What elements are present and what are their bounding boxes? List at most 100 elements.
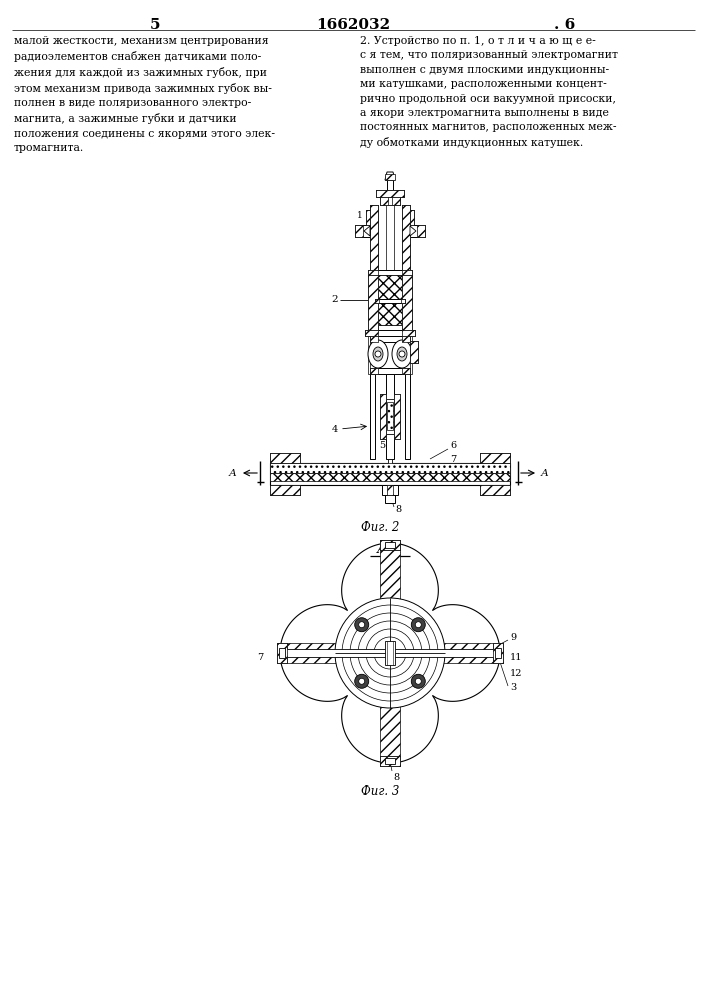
- Bar: [385, 641, 395, 665]
- Text: 7: 7: [450, 454, 456, 464]
- Bar: [378, 275, 402, 300]
- Bar: [417, 225, 425, 237]
- Bar: [270, 463, 510, 473]
- Circle shape: [355, 618, 369, 632]
- Bar: [355, 225, 370, 237]
- Bar: [368, 270, 412, 275]
- Text: Фиг. 3: Фиг. 3: [361, 785, 399, 798]
- Bar: [270, 485, 300, 495]
- Circle shape: [358, 678, 365, 684]
- Bar: [368, 275, 378, 330]
- Polygon shape: [388, 467, 392, 474]
- Bar: [376, 190, 404, 197]
- Text: 10: 10: [269, 454, 281, 464]
- Bar: [386, 374, 394, 459]
- Bar: [380, 197, 388, 205]
- Circle shape: [375, 351, 381, 357]
- Text: 8: 8: [395, 504, 401, 514]
- Circle shape: [415, 622, 421, 628]
- Bar: [410, 336, 412, 374]
- Bar: [370, 205, 378, 270]
- Text: А-А: А-А: [378, 543, 403, 556]
- Bar: [402, 275, 412, 330]
- Text: 7: 7: [257, 654, 263, 662]
- Bar: [410, 341, 418, 363]
- Text: 8: 8: [393, 773, 399, 782]
- Bar: [382, 485, 398, 495]
- Circle shape: [355, 674, 369, 688]
- Bar: [402, 336, 410, 342]
- Bar: [370, 336, 410, 342]
- Circle shape: [411, 618, 426, 632]
- Bar: [380, 197, 400, 205]
- Bar: [386, 205, 394, 270]
- Bar: [365, 330, 378, 336]
- Circle shape: [415, 678, 421, 684]
- Bar: [355, 225, 363, 237]
- Bar: [385, 758, 395, 764]
- Bar: [480, 453, 510, 463]
- Text: 3: 3: [510, 684, 516, 692]
- Bar: [277, 643, 287, 663]
- Bar: [375, 299, 379, 303]
- Bar: [380, 540, 400, 550]
- Circle shape: [399, 351, 405, 357]
- Text: 9: 9: [510, 634, 516, 643]
- Bar: [480, 453, 510, 463]
- Bar: [366, 210, 370, 225]
- Text: 1: 1: [357, 211, 363, 220]
- Bar: [368, 270, 378, 275]
- Text: 12: 12: [510, 668, 522, 678]
- Polygon shape: [380, 671, 400, 761]
- Bar: [380, 756, 400, 766]
- Polygon shape: [385, 172, 395, 180]
- Bar: [402, 368, 410, 374]
- Text: 11: 11: [510, 654, 522, 662]
- Bar: [285, 649, 495, 657]
- Text: А: А: [541, 468, 549, 478]
- Ellipse shape: [392, 340, 412, 368]
- Text: 6: 6: [450, 442, 456, 450]
- Circle shape: [335, 598, 445, 708]
- Bar: [378, 300, 402, 325]
- Bar: [385, 174, 395, 180]
- Bar: [394, 394, 400, 439]
- Text: 2. Устройство по п. 1, о т л и ч а ю щ е е-
с я тем, что поляризованный электром: 2. Устройство по п. 1, о т л и ч а ю щ е…: [360, 36, 618, 148]
- Bar: [394, 394, 400, 439]
- Bar: [380, 756, 400, 766]
- Text: 5: 5: [379, 442, 385, 450]
- Bar: [370, 205, 378, 270]
- Bar: [402, 330, 415, 336]
- Text: Фиг. 2: Фиг. 2: [361, 521, 399, 534]
- Ellipse shape: [368, 340, 388, 368]
- Polygon shape: [280, 543, 500, 763]
- Polygon shape: [380, 545, 400, 635]
- Bar: [410, 341, 418, 363]
- Bar: [410, 225, 425, 237]
- Bar: [493, 643, 503, 663]
- Bar: [380, 394, 386, 439]
- Bar: [480, 485, 510, 495]
- Bar: [277, 643, 287, 663]
- Text: 2: 2: [332, 296, 338, 304]
- Bar: [376, 190, 404, 197]
- Bar: [402, 205, 410, 270]
- Bar: [380, 394, 386, 439]
- Bar: [370, 368, 410, 374]
- Bar: [387, 485, 393, 495]
- Text: А: А: [229, 468, 237, 478]
- Bar: [385, 495, 395, 503]
- Polygon shape: [282, 643, 372, 663]
- Bar: [402, 270, 412, 275]
- Bar: [405, 374, 410, 459]
- Bar: [392, 197, 400, 205]
- Bar: [495, 648, 501, 658]
- Bar: [270, 473, 510, 481]
- Polygon shape: [364, 226, 370, 236]
- Bar: [385, 542, 395, 548]
- Bar: [410, 210, 414, 225]
- Bar: [370, 374, 375, 459]
- Text: 4: 4: [332, 424, 338, 434]
- Circle shape: [411, 674, 426, 688]
- Bar: [380, 540, 400, 550]
